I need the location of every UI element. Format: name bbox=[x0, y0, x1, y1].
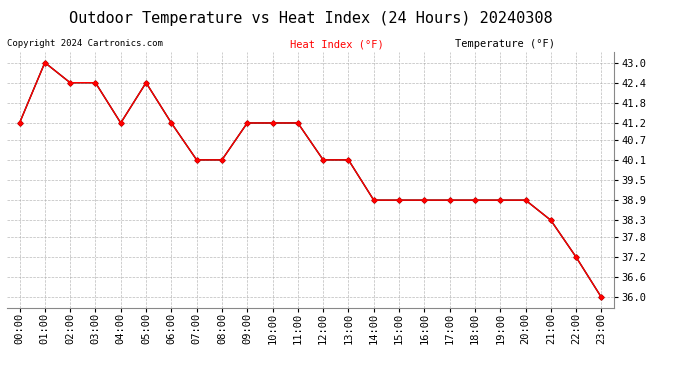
Text: Copyright 2024 Cartronics.com: Copyright 2024 Cartronics.com bbox=[7, 39, 163, 48]
Text: Temperature (°F): Temperature (°F) bbox=[455, 39, 555, 50]
Text: Heat Index (°F): Heat Index (°F) bbox=[290, 39, 384, 50]
Text: Outdoor Temperature vs Heat Index (24 Hours) 20240308: Outdoor Temperature vs Heat Index (24 Ho… bbox=[69, 11, 552, 26]
